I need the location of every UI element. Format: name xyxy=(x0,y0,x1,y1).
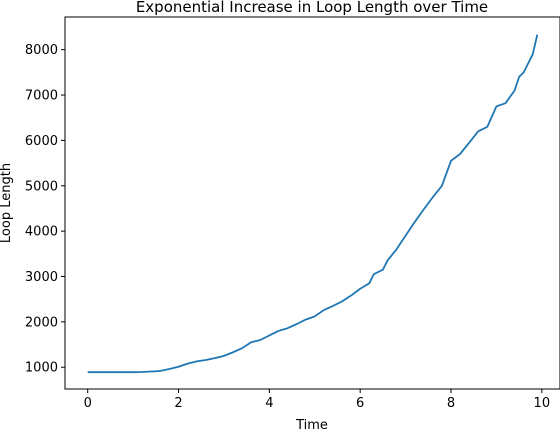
x-tick-label: 2 xyxy=(174,396,182,411)
y-tick-label: 2000 xyxy=(25,315,58,330)
x-axis: 0 2 4 6 8 10 xyxy=(84,389,551,411)
y-axis-label: Loop Length xyxy=(0,163,14,243)
y-tick-label: 8000 xyxy=(25,43,58,58)
axes-frame xyxy=(64,16,560,390)
y-tick-label: 6000 xyxy=(25,134,58,149)
y-tick-label: 7000 xyxy=(25,89,58,104)
y-tick-label: 1000 xyxy=(25,361,58,376)
plot-area xyxy=(87,34,539,374)
x-tick-label: 6 xyxy=(356,396,364,411)
series-line xyxy=(87,34,539,374)
x-tick-label: 4 xyxy=(265,396,273,411)
y-axis: 1000 2000 3000 4000 5000 6000 7000 8000 xyxy=(25,43,65,376)
y-tick-label: 4000 xyxy=(25,225,58,240)
x-axis-label: Time xyxy=(295,418,328,433)
y-tick-label: 3000 xyxy=(25,270,58,285)
x-tick-label: 8 xyxy=(447,396,455,411)
y-tick-label: 5000 xyxy=(25,179,58,194)
chart-title: Exponential Increase in Loop Length over… xyxy=(136,0,488,16)
x-tick-label: 10 xyxy=(534,396,551,411)
x-tick-label: 0 xyxy=(84,396,92,411)
